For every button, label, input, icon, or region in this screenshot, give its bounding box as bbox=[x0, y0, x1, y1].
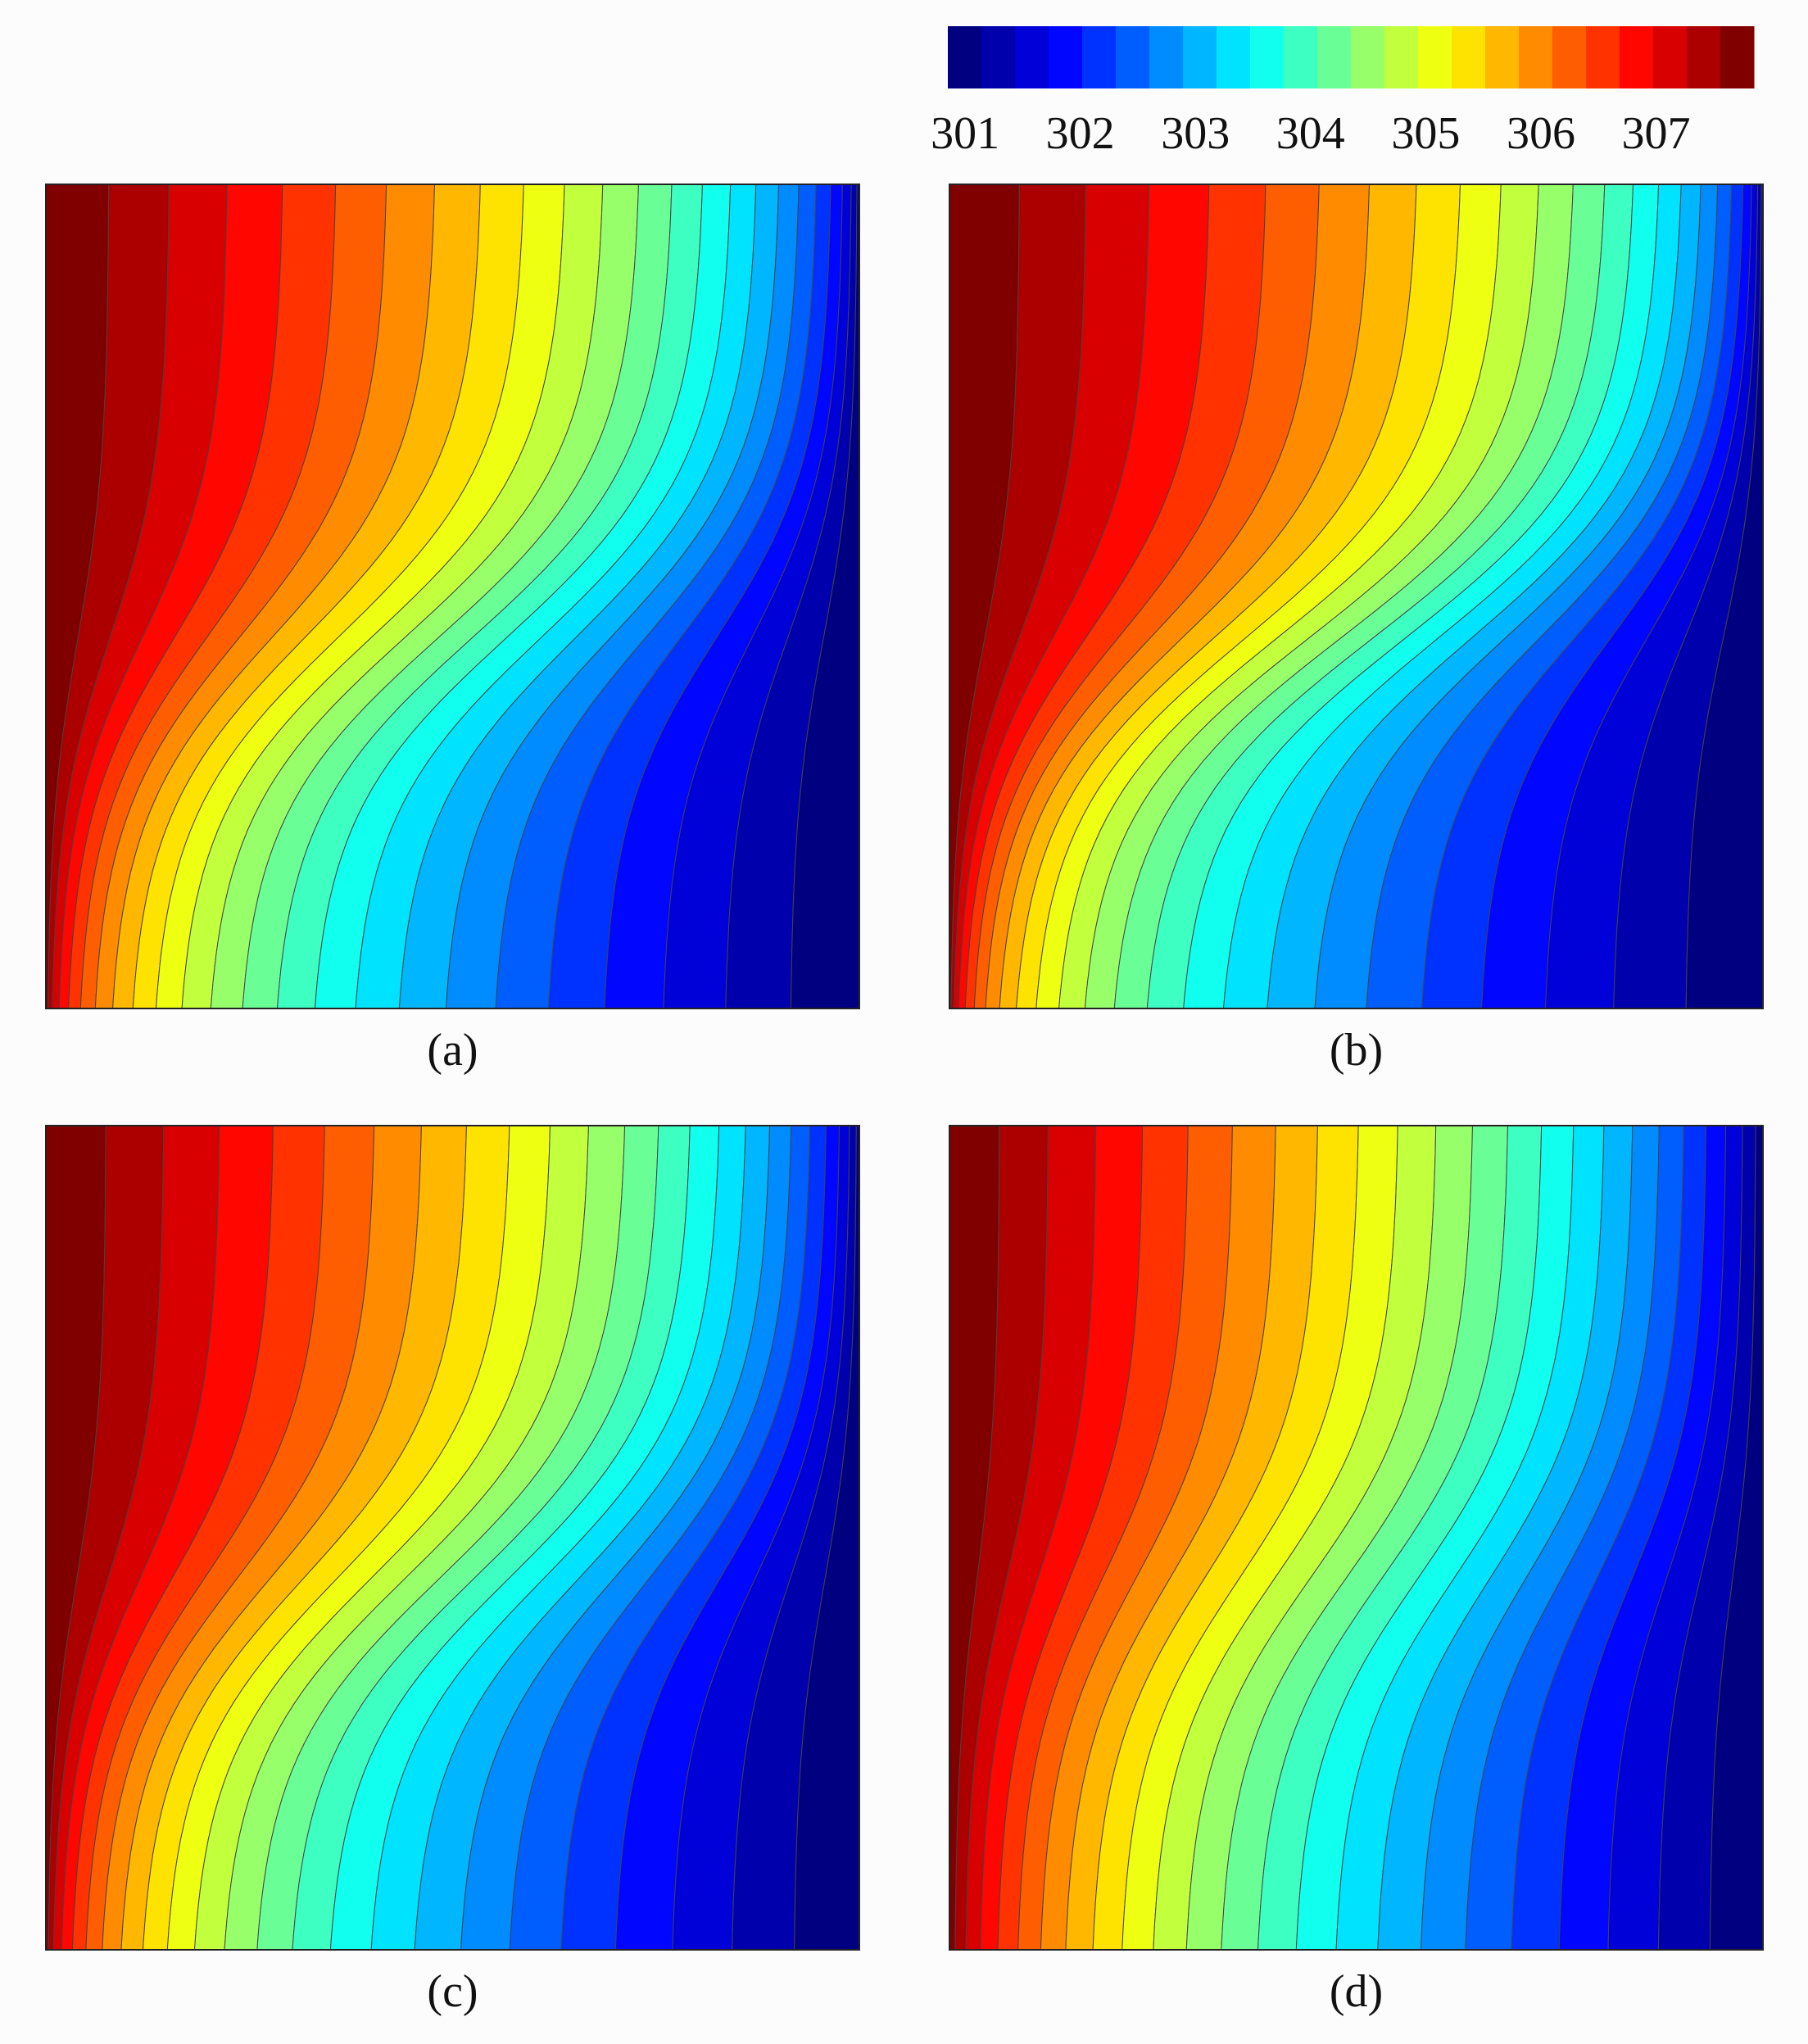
colorbar-band bbox=[1351, 26, 1385, 88]
colorbar-tick-label: 306 bbox=[1507, 108, 1575, 159]
contour-panel bbox=[949, 184, 1764, 1009]
colorbar-tick-label: 303 bbox=[1161, 108, 1230, 159]
colorbar-tick-label: 304 bbox=[1276, 108, 1345, 159]
panel-frame bbox=[949, 184, 1764, 1009]
colorbar-band bbox=[1183, 26, 1217, 88]
colorbar-tick-label: 301 bbox=[931, 108, 999, 159]
colorbar-band bbox=[1418, 26, 1452, 88]
colorbar-band bbox=[1217, 26, 1251, 88]
colorbar-band bbox=[1317, 26, 1352, 88]
colorbar-band bbox=[1149, 26, 1184, 88]
colorbar-band bbox=[1082, 26, 1117, 88]
colorbar-band bbox=[1384, 26, 1419, 88]
panel-frame bbox=[45, 1125, 860, 1951]
colorbar-band bbox=[1015, 26, 1049, 88]
contour-panel bbox=[949, 1125, 1764, 1951]
colorbar-band bbox=[948, 26, 982, 88]
colorbar-band bbox=[1250, 26, 1285, 88]
colorbar-band bbox=[1116, 26, 1150, 88]
panel-frame bbox=[949, 1125, 1764, 1951]
panel-frame bbox=[45, 184, 860, 1009]
colorbar-band bbox=[1653, 26, 1688, 88]
colorbar-band bbox=[1586, 26, 1620, 88]
colorbar-band bbox=[1519, 26, 1553, 88]
contour-panel bbox=[45, 184, 860, 1009]
colorbar-tick-label: 302 bbox=[1046, 108, 1115, 159]
colorbar-band bbox=[1687, 26, 1721, 88]
colorbar-tick-label: 307 bbox=[1622, 108, 1691, 159]
contour-panel bbox=[45, 1125, 860, 1951]
colorbar-tick-label: 305 bbox=[1391, 108, 1460, 159]
colorbar-band bbox=[1049, 26, 1083, 88]
colorbar-band bbox=[1620, 26, 1654, 88]
panel-label: (d) bbox=[1330, 1966, 1383, 2017]
colorbar-band bbox=[1552, 26, 1587, 88]
panel-label: (a) bbox=[427, 1025, 478, 1076]
colorbar-band bbox=[981, 26, 1016, 88]
colorbar-band bbox=[1720, 26, 1755, 88]
colorbar-band bbox=[1284, 26, 1318, 88]
colorbar-band bbox=[1485, 26, 1520, 88]
panel-label: (b) bbox=[1330, 1025, 1383, 1076]
colorbar-band bbox=[1452, 26, 1486, 88]
panel-label: (c) bbox=[427, 1966, 478, 2017]
